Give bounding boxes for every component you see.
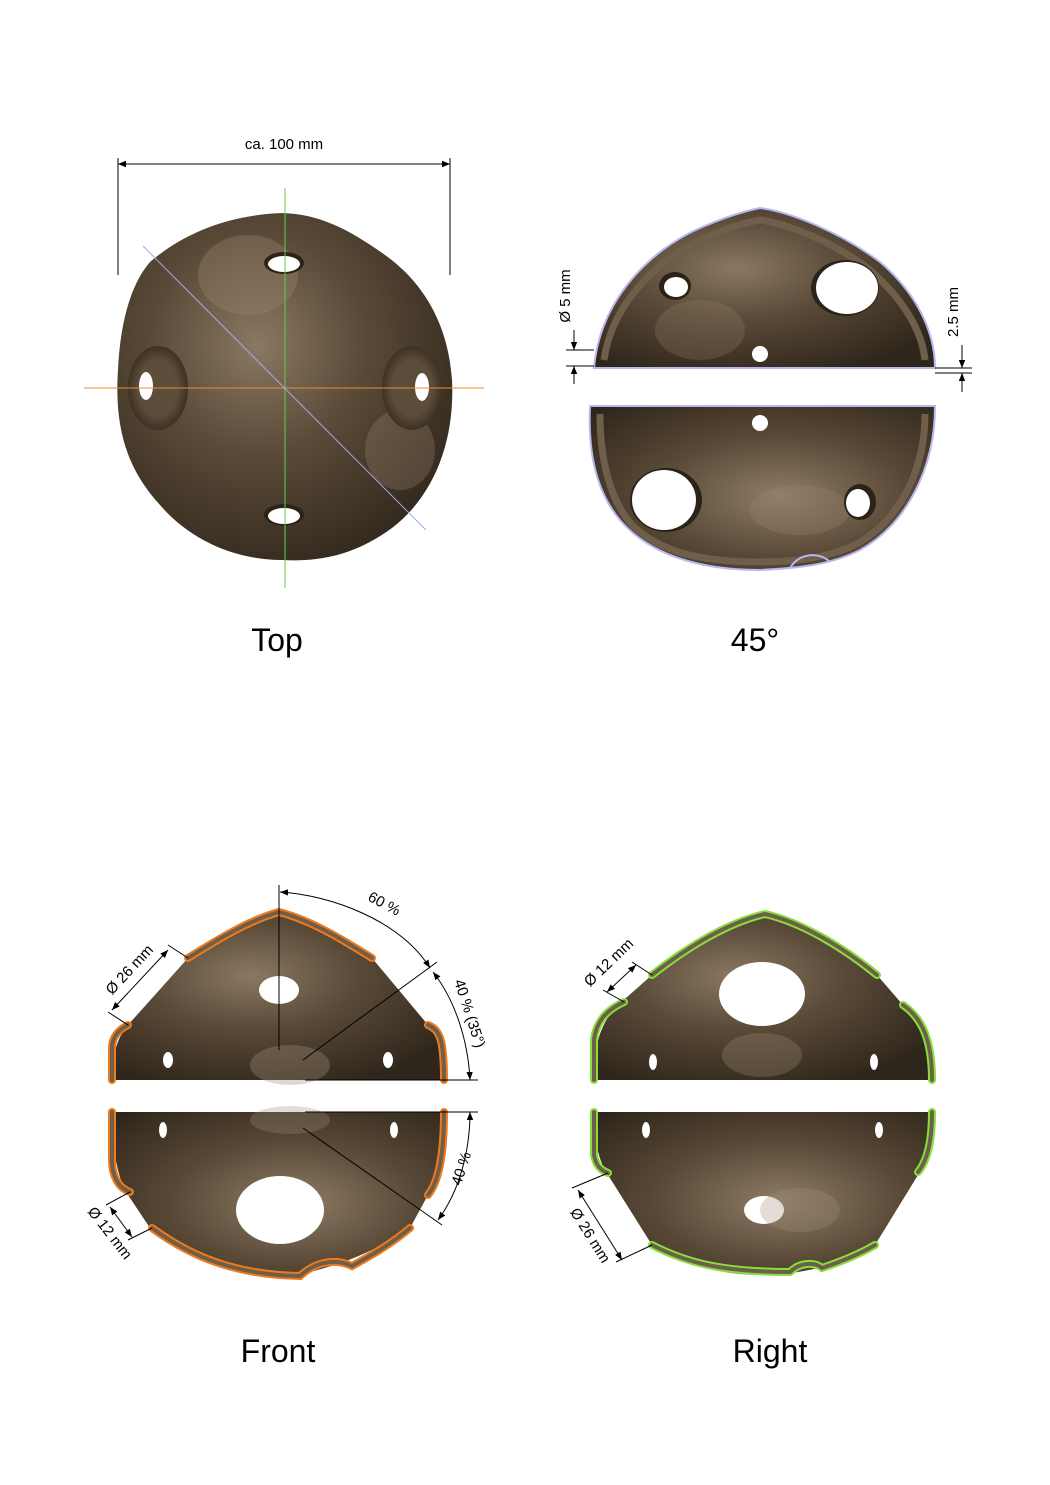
front-hole-bottom-large (236, 1176, 324, 1244)
top-hole-up (264, 252, 304, 274)
right-lower-half (590, 1108, 936, 1277)
front-view-title: Front (241, 1333, 316, 1369)
iso45-small-hole-upper (752, 346, 768, 362)
iso45-small-hole-lower (752, 415, 768, 431)
gap-2-5mm-label: 2.5 mm (945, 287, 962, 337)
top-hole-down (264, 504, 304, 526)
iso45-lower-half (588, 405, 937, 572)
angle-40-label: 40 % (448, 1150, 475, 1188)
top-view: ca. 100 mm Top (84, 136, 484, 658)
right-view: Ø 12 mm Ø 26 mm Right (566, 909, 936, 1369)
right-hole-bottom (744, 1196, 784, 1224)
gap-2-5mm-dimension: 2.5 mm (935, 287, 972, 392)
front-hole-12mm-label: Ø 12 mm (84, 1204, 135, 1263)
right-upper-half (590, 909, 936, 1084)
overall-width-dimension: ca. 100 mm (117, 136, 451, 275)
front-view: 60 % 40 % (35°) 40 % Ø 26 mm Ø 12 mm Fro… (84, 885, 488, 1369)
hole-5mm-dimension: Ø 5 mm (557, 269, 594, 384)
iso45-view-title: 45° (731, 622, 779, 658)
top-view-title: Top (251, 622, 303, 658)
iso45-view: Ø 5 mm 2.5 mm 45° (557, 206, 972, 658)
overall-width-label: ca. 100 mm (245, 136, 323, 153)
right-hole-12mm-label: Ø 12 mm (581, 935, 637, 990)
angle-60-label: 60 % (365, 888, 403, 919)
iso45-upper-half (592, 206, 937, 369)
top-diagonal-axis (142, 245, 427, 531)
right-view-title: Right (733, 1333, 808, 1369)
right-hole-top-large (719, 962, 805, 1026)
hole-5mm-label: Ø 5 mm (557, 269, 574, 322)
front-upper-half (108, 907, 448, 1085)
